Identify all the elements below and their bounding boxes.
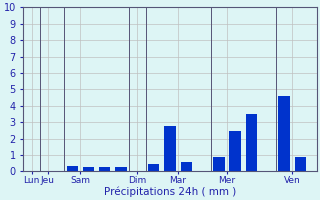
Bar	[99, 167, 110, 171]
Bar	[83, 167, 94, 171]
Bar	[116, 167, 127, 171]
Bar	[229, 131, 241, 171]
Bar	[294, 157, 306, 171]
Bar	[67, 166, 78, 171]
Bar	[213, 157, 225, 171]
X-axis label: Précipitations 24h ( mm ): Précipitations 24h ( mm )	[104, 186, 236, 197]
Bar	[278, 96, 290, 171]
Bar	[148, 164, 159, 171]
Bar	[180, 162, 192, 171]
Bar	[246, 114, 257, 171]
Bar	[164, 126, 176, 171]
